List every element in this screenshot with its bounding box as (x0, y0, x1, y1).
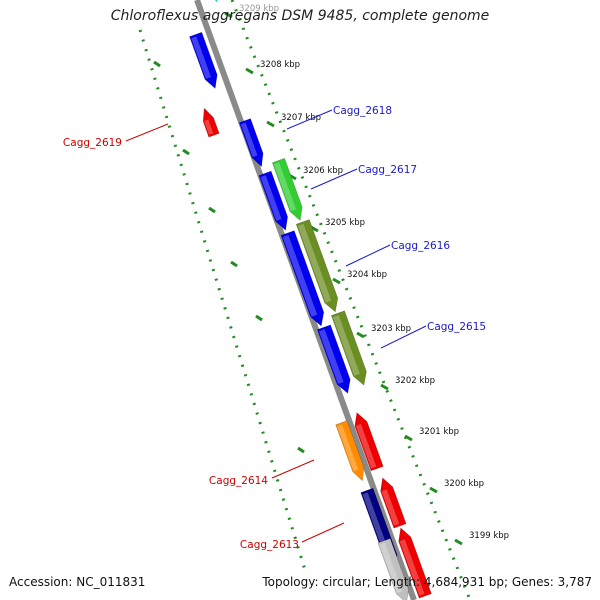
inner-scale-dots (138, 29, 307, 571)
topology-text: Topology: circular; Length: 4,684,931 bp… (262, 575, 592, 589)
scale-tick (356, 331, 365, 339)
scale-label: 3199 kbp (469, 531, 509, 541)
cyan-gene[interactable] (206, 0, 218, 3)
blue-gene-4-highlight (282, 234, 318, 317)
blue-gene-3-highlight (260, 175, 282, 221)
scale-tick (454, 538, 463, 546)
orange-gene-highlight (337, 424, 359, 472)
cagg-2613-label[interactable]: Cagg_2613 (240, 539, 299, 551)
scale-tick (153, 60, 161, 68)
scale-layer: 3209 kbp 3208 kbp 3207 kbp 3206 kbp 3205 kbp… (138, 0, 509, 600)
scale-tick (332, 277, 341, 285)
scale-tick (224, 11, 233, 19)
cagg-2613-leader-line (301, 522, 345, 543)
red-gene-4[interactable] (398, 527, 432, 599)
scale-tick (230, 260, 238, 268)
scale-tick (182, 148, 190, 156)
gray-gene-highlight (379, 542, 403, 594)
blue-gene-1[interactable] (189, 31, 218, 90)
scale-tick (266, 120, 275, 128)
cagg-2615-label[interactable]: Cagg_2615 (427, 321, 486, 333)
green-gene[interactable] (271, 157, 303, 222)
scale-label: 3209 kbp (239, 4, 279, 14)
olive-gene-1-highlight (297, 223, 332, 303)
cagg-2619-label[interactable]: Cagg_2619 (63, 137, 122, 149)
scale-label: 3207 kbp (281, 113, 321, 123)
blue-gene-4[interactable] (280, 230, 325, 327)
scale-label: 3206 kbp (303, 166, 343, 176)
cagg-2615-leader-line (380, 325, 427, 349)
blue-gene-5[interactable] (316, 324, 351, 394)
blue-gene-2[interactable] (238, 118, 264, 168)
outer-scale-dots (230, 0, 472, 600)
cagg-2616-leader-line (345, 244, 391, 267)
scale-label: 3200 kbp (444, 479, 484, 489)
scale-label: 3204 kbp (347, 270, 387, 280)
red-gene-1-highlight (204, 119, 214, 135)
red-gene-4-highlight (399, 539, 425, 596)
scale-label: 3202 kbp (395, 376, 435, 386)
map-title: Chloroflexus aggregans DSM 9485, complet… (110, 8, 490, 24)
scale-label: 3201 kbp (419, 427, 459, 437)
green-gene-highlight (273, 162, 297, 212)
cagg-2618-label[interactable]: Cagg_2618 (333, 105, 392, 117)
red-gene-1[interactable] (202, 107, 220, 138)
scale-label: 3203 kbp (371, 324, 411, 334)
gray-gene[interactable] (377, 538, 409, 600)
gene-layer (189, 0, 432, 600)
red-gene-2-highlight (355, 423, 377, 469)
scale-tick (429, 486, 438, 494)
cagg-2614-leader-line (271, 459, 315, 479)
red-gene-2[interactable] (354, 412, 384, 472)
blue-gene-2-highlight (240, 122, 258, 158)
cagg-2619-leader-line (125, 123, 169, 142)
olive-gene-2[interactable] (330, 310, 367, 386)
scale-tick (380, 383, 389, 391)
scale-label: 3208 kbp (260, 60, 300, 70)
cagg-2616-label[interactable]: Cagg_2616 (391, 240, 450, 252)
blue-gene-1-highlight (191, 36, 212, 80)
scale-tick (297, 446, 305, 454)
red-gene-3[interactable] (380, 477, 407, 529)
red-gene-3-highlight (381, 489, 400, 526)
cagg-2618-leader-line (286, 109, 333, 130)
olive-gene-1[interactable] (295, 219, 339, 313)
cagg-2617-leader-line (310, 168, 358, 190)
olive-gene-2-highlight (332, 315, 360, 376)
cagg-2617-label[interactable]: Cagg_2617 (358, 164, 417, 176)
scale-tick (208, 206, 216, 214)
scale-tick (255, 314, 263, 322)
scale-tick (404, 434, 413, 442)
scale-tick (245, 67, 254, 75)
blue-gene-5-highlight (318, 329, 344, 385)
accession-text: Accession: NC_011831 (9, 575, 146, 589)
blue-gene-3[interactable] (258, 170, 288, 231)
orange-gene[interactable] (335, 420, 365, 482)
cagg-2614-label[interactable]: Cagg_2614 (209, 475, 268, 487)
gene-label-layer: Cagg_2618 Cagg_2617 Cagg_2616 Cagg_2615 Cagg… (63, 105, 486, 551)
scale-label: 3205 kbp (325, 218, 365, 228)
